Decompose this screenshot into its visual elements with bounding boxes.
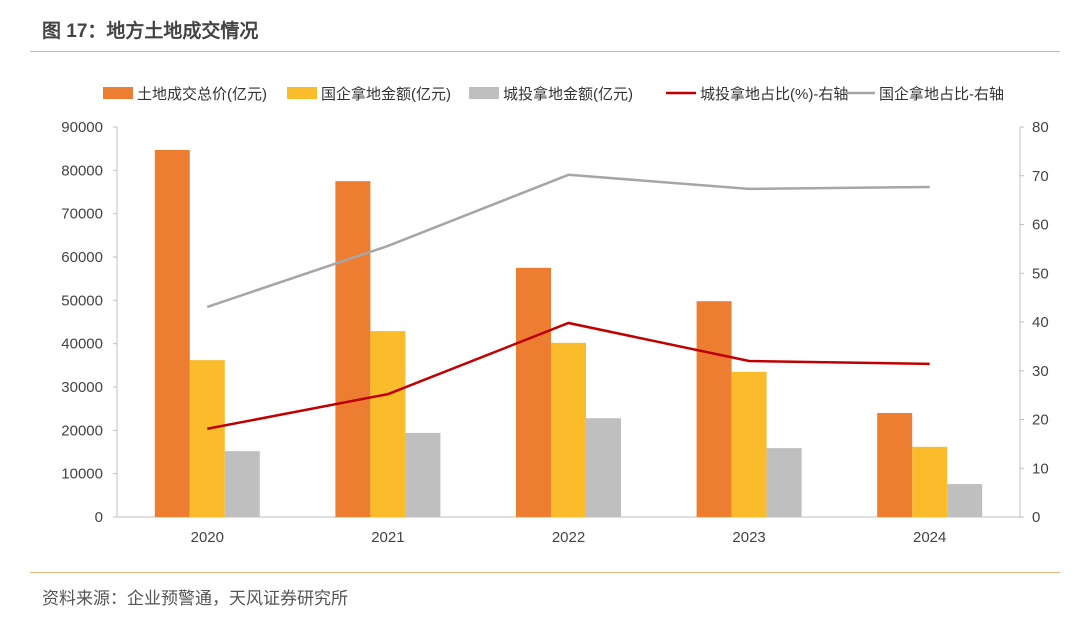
legend-swatch bbox=[103, 87, 133, 99]
bar bbox=[551, 342, 586, 517]
legend-label: 国企拿地占比-右轴 bbox=[879, 85, 1004, 103]
bar bbox=[154, 149, 190, 517]
legend-label: 城投拿地占比(%)-右轴 bbox=[700, 85, 848, 103]
x-tick-label: 2020 bbox=[191, 529, 224, 546]
legend-label: 国企拿地金额(亿元) bbox=[321, 85, 451, 103]
top-divider bbox=[30, 51, 1060, 52]
right-tick-label: 20 bbox=[1032, 412, 1049, 429]
x-tick-label: 2021 bbox=[371, 529, 404, 546]
right-tick-label: 0 bbox=[1032, 509, 1040, 526]
series-line bbox=[206, 173, 930, 309]
figure-title: 图 17：地方土地成交情况 bbox=[42, 21, 259, 42]
legend-label: 土地成交总价(亿元) bbox=[137, 85, 267, 103]
x-tick-label: 2024 bbox=[913, 529, 946, 546]
bar bbox=[877, 413, 913, 517]
right-tick-label: 30 bbox=[1032, 363, 1049, 380]
bar bbox=[405, 432, 441, 517]
bar bbox=[586, 418, 621, 517]
bar bbox=[947, 484, 983, 517]
bar bbox=[516, 267, 551, 517]
bar bbox=[189, 360, 225, 517]
bar bbox=[370, 331, 406, 517]
bar bbox=[335, 181, 371, 517]
left-tick-label: 50000 bbox=[61, 292, 103, 309]
legend-label: 城投拿地金额(亿元) bbox=[503, 85, 633, 103]
left-tick-label: 90000 bbox=[61, 119, 103, 136]
left-tick-label: 30000 bbox=[61, 379, 103, 396]
left-tick-label: 80000 bbox=[61, 162, 103, 179]
bar bbox=[766, 448, 802, 517]
left-tick-label: 10000 bbox=[61, 466, 103, 483]
bar bbox=[731, 371, 767, 517]
left-tick-label: 70000 bbox=[61, 206, 103, 223]
bottom-divider bbox=[30, 572, 1060, 573]
bar bbox=[696, 301, 732, 517]
left-tick-label: 20000 bbox=[61, 422, 103, 439]
right-tick-label: 40 bbox=[1032, 314, 1049, 331]
legend-swatch bbox=[469, 87, 499, 99]
right-tick-label: 80 bbox=[1032, 119, 1049, 136]
x-tick-label: 2022 bbox=[552, 529, 585, 546]
bar bbox=[224, 451, 260, 517]
left-tick-label: 0 bbox=[95, 509, 103, 526]
legend-swatch bbox=[287, 87, 317, 99]
left-tick-label: 40000 bbox=[61, 336, 103, 353]
bar bbox=[912, 446, 948, 517]
right-tick-label: 50 bbox=[1032, 265, 1049, 282]
source-note: 资料来源：企业预警通，天风证券研究所 bbox=[42, 589, 348, 608]
right-tick-label: 60 bbox=[1032, 217, 1049, 234]
chart: 0 10000 20000 30000 40000 50000 60000 70000 8000… bbox=[61, 85, 1049, 546]
x-tick-label: 2023 bbox=[732, 529, 765, 546]
left-tick-label: 60000 bbox=[61, 249, 103, 266]
right-tick-label: 10 bbox=[1032, 460, 1049, 477]
right-tick-label: 70 bbox=[1032, 168, 1049, 185]
